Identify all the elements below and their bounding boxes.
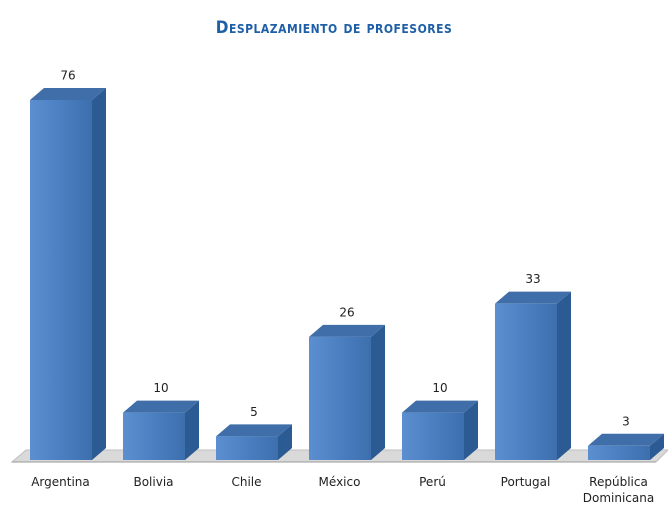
bar <box>309 336 371 460</box>
bar-side <box>278 424 292 460</box>
bar-top <box>30 88 106 100</box>
bar-top <box>123 400 199 413</box>
bar-side <box>92 88 106 460</box>
bar-top <box>216 424 292 437</box>
data-label: 26 <box>339 305 354 319</box>
chart-title: Desplazamiento de profesores <box>215 18 453 38</box>
bar <box>30 100 92 460</box>
bar-side <box>557 291 571 460</box>
data-label: 10 <box>153 381 168 395</box>
bar <box>216 436 278 460</box>
x-tick-label: República Dominicana <box>582 475 655 505</box>
bar <box>495 303 557 460</box>
bar-side <box>185 400 199 460</box>
bar <box>402 412 464 460</box>
bar-top <box>402 400 478 413</box>
bar-side <box>371 324 385 460</box>
data-label: 76 <box>60 69 75 83</box>
x-tick-label: Argentina <box>31 475 90 489</box>
x-tick-label: México <box>318 475 361 489</box>
data-label: 5 <box>250 405 258 419</box>
data-label: 33 <box>525 272 540 286</box>
bar-side <box>464 400 478 460</box>
bar-top <box>309 324 385 337</box>
data-label: 10 <box>432 381 447 395</box>
bar <box>123 412 185 460</box>
bar-top <box>495 291 571 304</box>
x-tick-label: Portugal <box>500 475 551 489</box>
x-tick-label: Perú <box>419 475 446 489</box>
bar-top <box>588 433 664 446</box>
bar <box>588 445 650 460</box>
x-tick-label: Bolivia <box>133 475 174 489</box>
x-tick-label: Chile <box>231 475 262 489</box>
bar-side <box>650 433 664 460</box>
data-label: 3 <box>622 414 630 428</box>
